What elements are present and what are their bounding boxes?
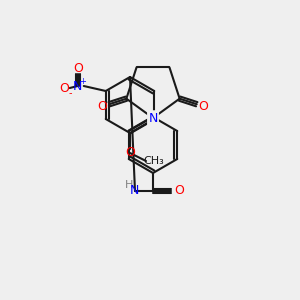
Text: O: O (98, 100, 107, 113)
Text: O: O (73, 61, 83, 74)
Text: N: N (73, 80, 83, 92)
Text: O: O (174, 184, 184, 197)
Text: O: O (199, 100, 208, 113)
Text: O: O (125, 146, 135, 160)
Text: N: N (148, 112, 158, 124)
Text: N: N (129, 184, 139, 197)
Text: O: O (59, 82, 69, 94)
Text: +: + (79, 77, 86, 86)
Text: H: H (125, 180, 133, 190)
Text: CH₃: CH₃ (144, 156, 164, 166)
Text: -: - (69, 88, 73, 98)
